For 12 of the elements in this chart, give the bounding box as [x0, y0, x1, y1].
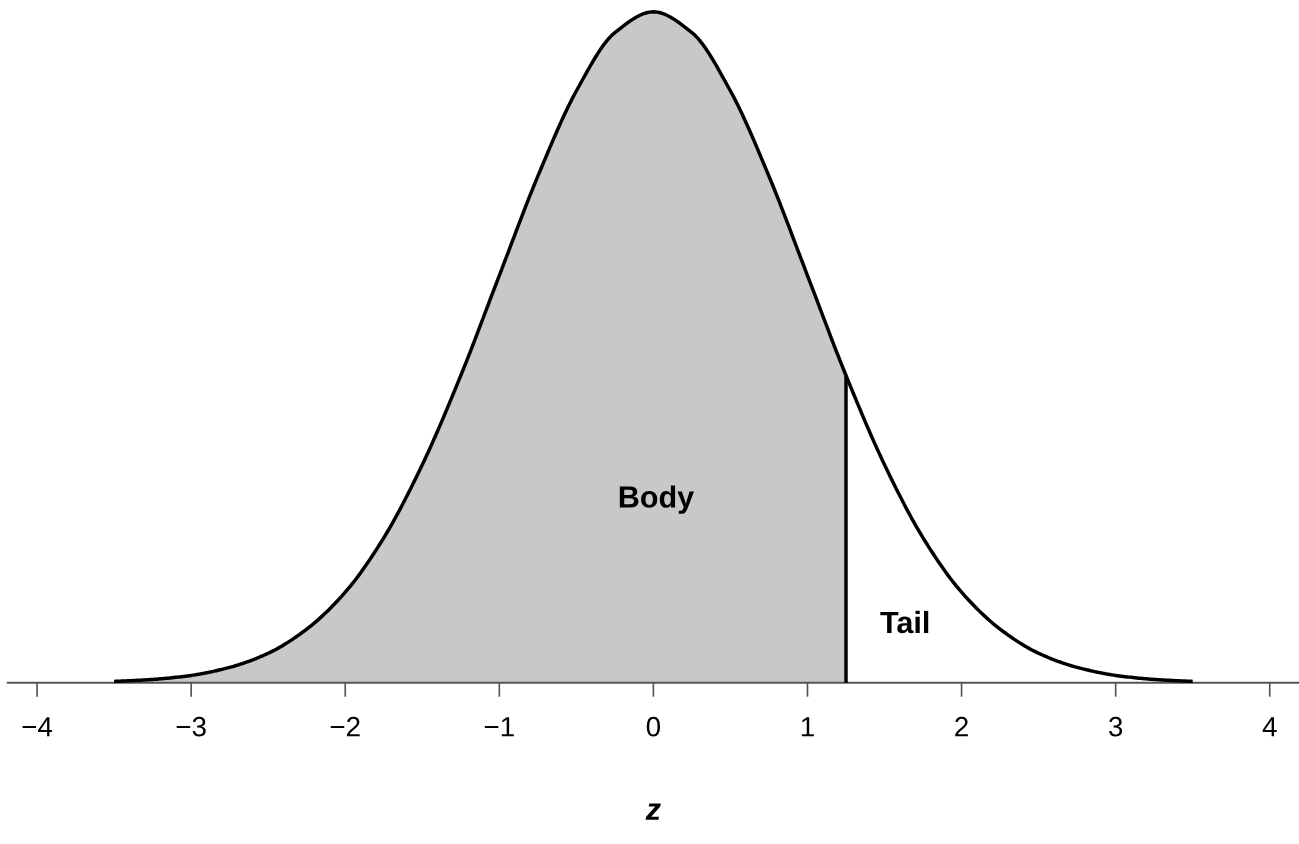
- x-tick-label: 0: [646, 716, 661, 737]
- annotation: Tail: [880, 610, 929, 634]
- x-tick-label: 4: [1262, 717, 1277, 737]
- x-tick-label: −2: [330, 716, 360, 737]
- x-tick-label: 2: [955, 716, 968, 737]
- x-tick-label: 3: [1108, 716, 1123, 737]
- annotation: Body: [619, 485, 695, 514]
- x-tick-label: −3: [176, 716, 206, 737]
- x-tick-label: −4: [22, 717, 53, 737]
- x-tick-label: −1: [484, 717, 514, 737]
- x-axis-title: z: [645, 803, 661, 820]
- x-tick-label: 1: [801, 717, 814, 737]
